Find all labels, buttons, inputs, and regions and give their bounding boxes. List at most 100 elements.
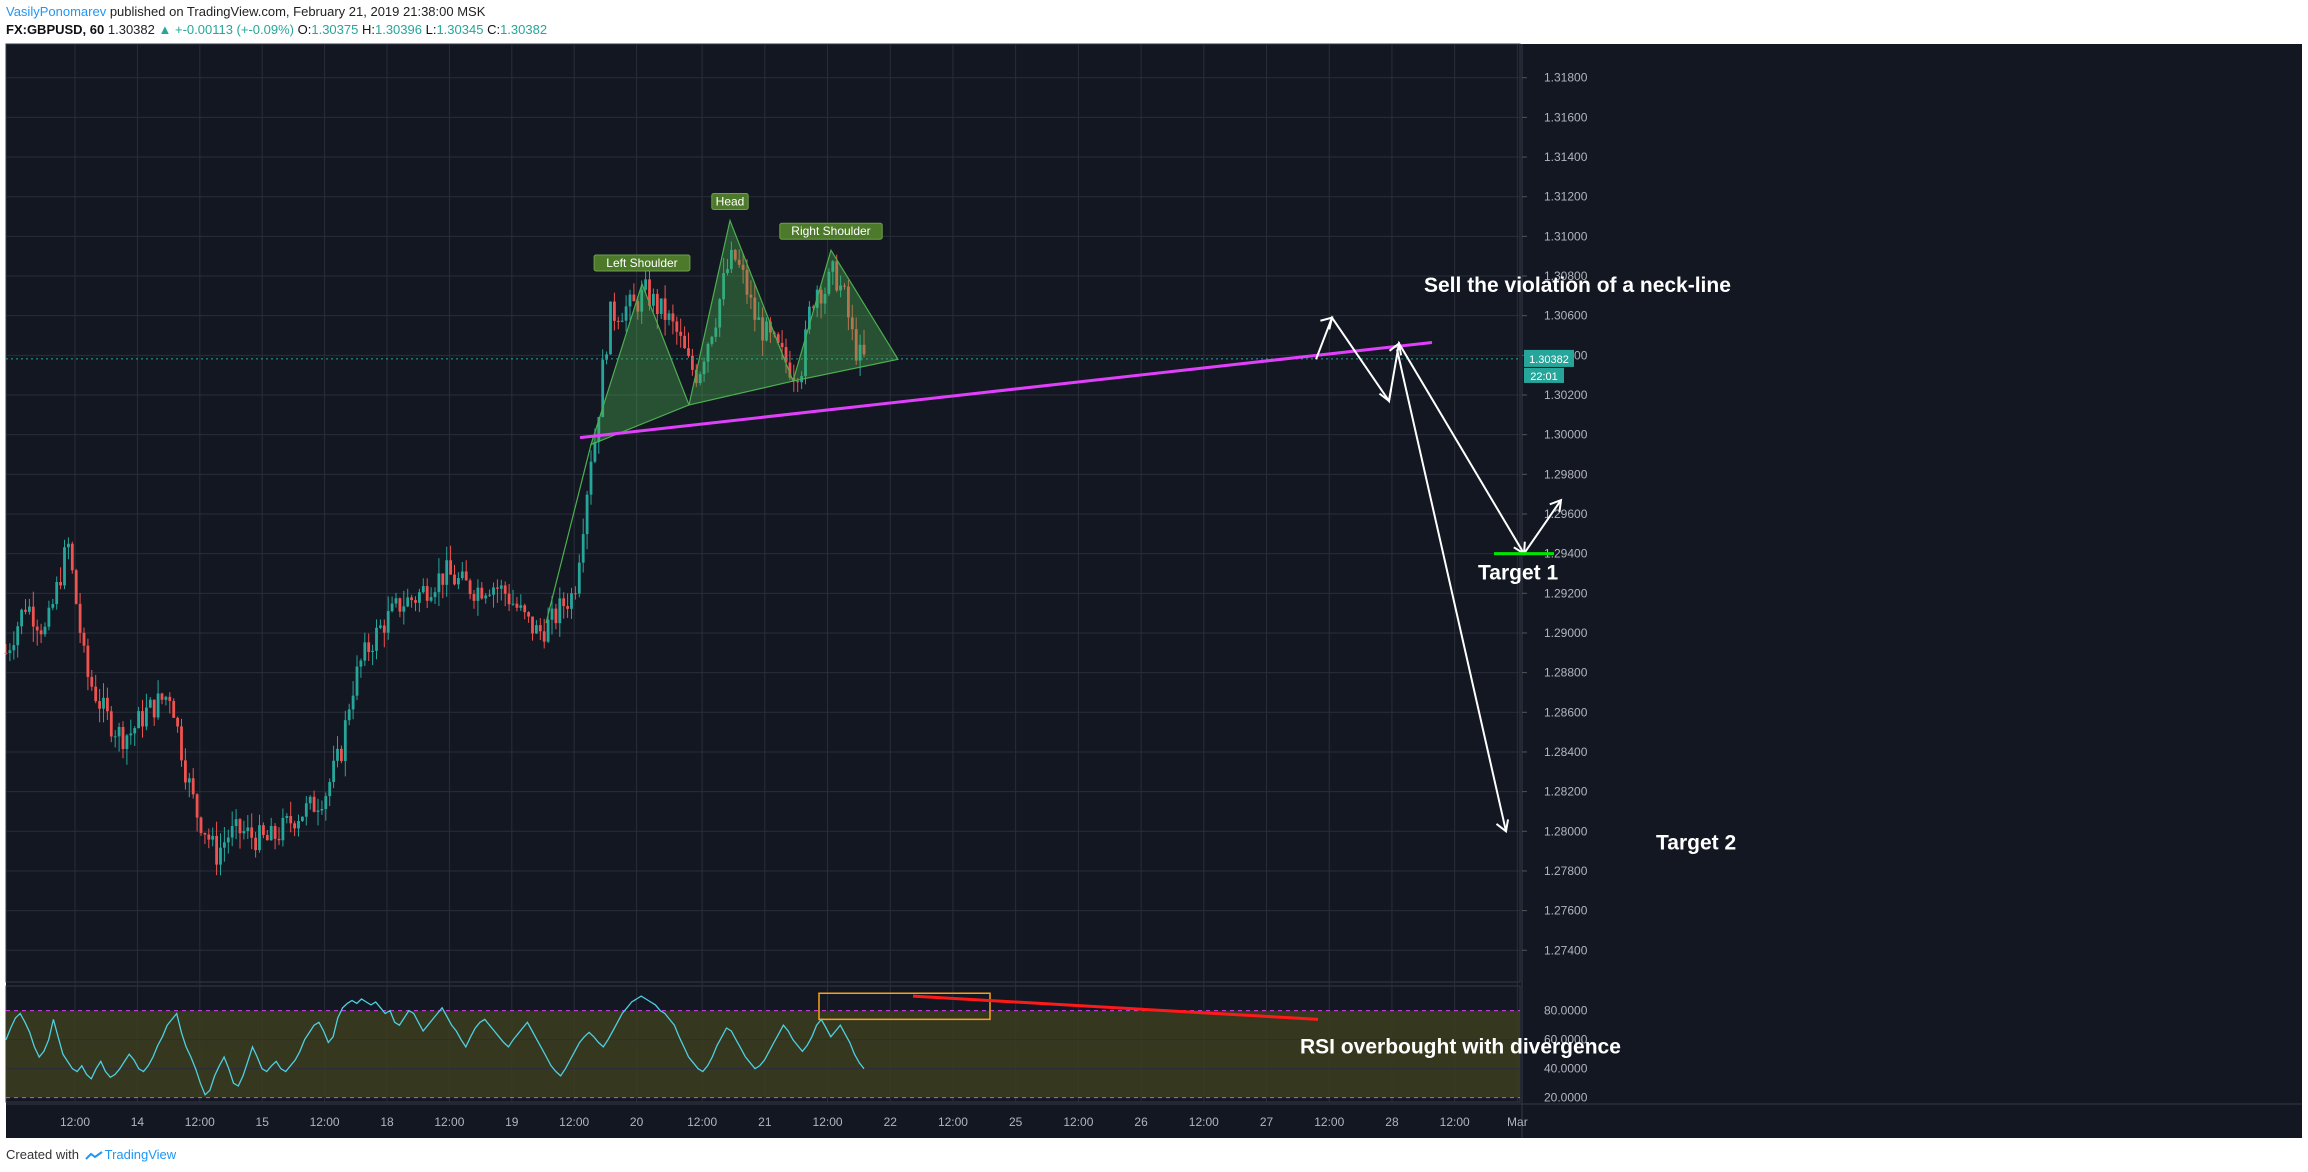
candle bbox=[827, 271, 831, 294]
left-shoulder-label-bg bbox=[593, 254, 691, 272]
candle bbox=[320, 809, 324, 811]
candle bbox=[577, 562, 581, 594]
candle bbox=[312, 796, 316, 812]
candle bbox=[63, 547, 66, 586]
candle bbox=[20, 609, 23, 627]
candle bbox=[765, 321, 768, 341]
candle bbox=[297, 821, 300, 829]
candle bbox=[160, 693, 164, 700]
candle bbox=[722, 273, 725, 300]
candle bbox=[854, 329, 858, 361]
x-tick-label: 22 bbox=[884, 1115, 898, 1129]
candle bbox=[749, 294, 753, 298]
candle bbox=[593, 441, 597, 462]
candle bbox=[519, 605, 523, 608]
candle bbox=[453, 574, 456, 585]
y-tick-label: 1.27800 bbox=[1544, 864, 1588, 878]
x-tick-label: 20 bbox=[630, 1115, 644, 1129]
candle bbox=[429, 597, 433, 601]
candle bbox=[219, 847, 222, 865]
candle bbox=[757, 317, 761, 320]
x-tick-label: 27 bbox=[1260, 1115, 1274, 1129]
y-tick-label: 1.31600 bbox=[1544, 110, 1588, 124]
x-tick-label: 14 bbox=[131, 1115, 145, 1129]
sell-note-text: Sell the violation of a neck-line bbox=[1424, 274, 1731, 297]
candle bbox=[340, 748, 343, 762]
candle bbox=[145, 707, 148, 727]
candle bbox=[308, 796, 312, 804]
close-value: 1.30382 bbox=[500, 22, 548, 37]
candle bbox=[480, 587, 484, 599]
author-link[interactable]: VasilyPonomarev bbox=[6, 4, 107, 19]
y-tick-label: 1.30200 bbox=[1544, 388, 1588, 402]
candle bbox=[511, 603, 515, 605]
candle bbox=[464, 571, 468, 581]
candle bbox=[301, 816, 304, 822]
candle bbox=[839, 285, 842, 291]
candle bbox=[597, 417, 601, 442]
pattern-leg bbox=[545, 444, 592, 624]
candle bbox=[535, 625, 538, 634]
open-label: O: bbox=[297, 22, 312, 37]
candle bbox=[718, 299, 722, 328]
candle bbox=[152, 699, 156, 718]
arrowhead-up-icon bbox=[1388, 341, 1403, 356]
candle bbox=[39, 630, 43, 635]
candle bbox=[386, 611, 390, 633]
created-with-label: Created with bbox=[6, 1147, 79, 1162]
candle bbox=[102, 697, 105, 709]
y-tick-label: 1.28600 bbox=[1544, 705, 1588, 719]
tradingview-link[interactable]: TradingView bbox=[104, 1147, 177, 1162]
candle bbox=[382, 625, 386, 633]
arrowhead-up-icon bbox=[1549, 498, 1563, 513]
candle bbox=[546, 619, 550, 642]
candle bbox=[230, 825, 234, 838]
candle bbox=[90, 676, 94, 687]
candle bbox=[78, 603, 82, 633]
candle bbox=[125, 735, 129, 749]
candle bbox=[492, 587, 495, 595]
x-tick-label: 12:00 bbox=[185, 1115, 215, 1129]
y-tick-label: 1.30600 bbox=[1544, 309, 1588, 323]
rsi-divergence-line bbox=[912, 994, 1319, 1021]
rsi-annotation-text: RSI overbought with divergence bbox=[1300, 1035, 1621, 1058]
x-tick-label: 26 bbox=[1134, 1115, 1148, 1129]
candle bbox=[176, 717, 179, 727]
candle bbox=[254, 837, 257, 851]
candle bbox=[441, 573, 445, 585]
candle bbox=[499, 585, 503, 589]
price-pane bbox=[5, 43, 1521, 983]
candle bbox=[226, 837, 230, 843]
candle bbox=[4, 652, 8, 654]
y-tick-label: 1.30800 bbox=[1544, 269, 1588, 283]
candle bbox=[406, 597, 410, 607]
candle bbox=[542, 631, 546, 642]
candle bbox=[776, 334, 780, 343]
grid bbox=[6, 44, 1520, 1102]
candle bbox=[324, 796, 328, 810]
candle bbox=[558, 598, 562, 624]
y-tick-label: 1.28400 bbox=[1544, 745, 1588, 759]
candle bbox=[285, 815, 289, 818]
candle bbox=[47, 607, 51, 627]
candle bbox=[191, 778, 195, 795]
candle bbox=[273, 826, 277, 839]
y-tick-label: 1.27400 bbox=[1544, 943, 1588, 957]
candle bbox=[343, 720, 347, 762]
symbol-line: FX:GBPUSD, 60 1.30382 ▲ +-0.00113 (+-0.0… bbox=[6, 22, 547, 37]
candle bbox=[714, 327, 718, 337]
candle bbox=[850, 317, 854, 330]
candle bbox=[414, 600, 417, 603]
candle bbox=[784, 347, 788, 363]
candle bbox=[796, 381, 800, 383]
candle bbox=[207, 834, 211, 840]
candle bbox=[675, 321, 679, 332]
candle bbox=[640, 289, 644, 312]
candle bbox=[433, 592, 437, 598]
candle bbox=[667, 313, 671, 320]
candle bbox=[94, 686, 98, 702]
candle bbox=[293, 823, 296, 829]
candle bbox=[671, 313, 675, 322]
candle bbox=[624, 306, 628, 321]
